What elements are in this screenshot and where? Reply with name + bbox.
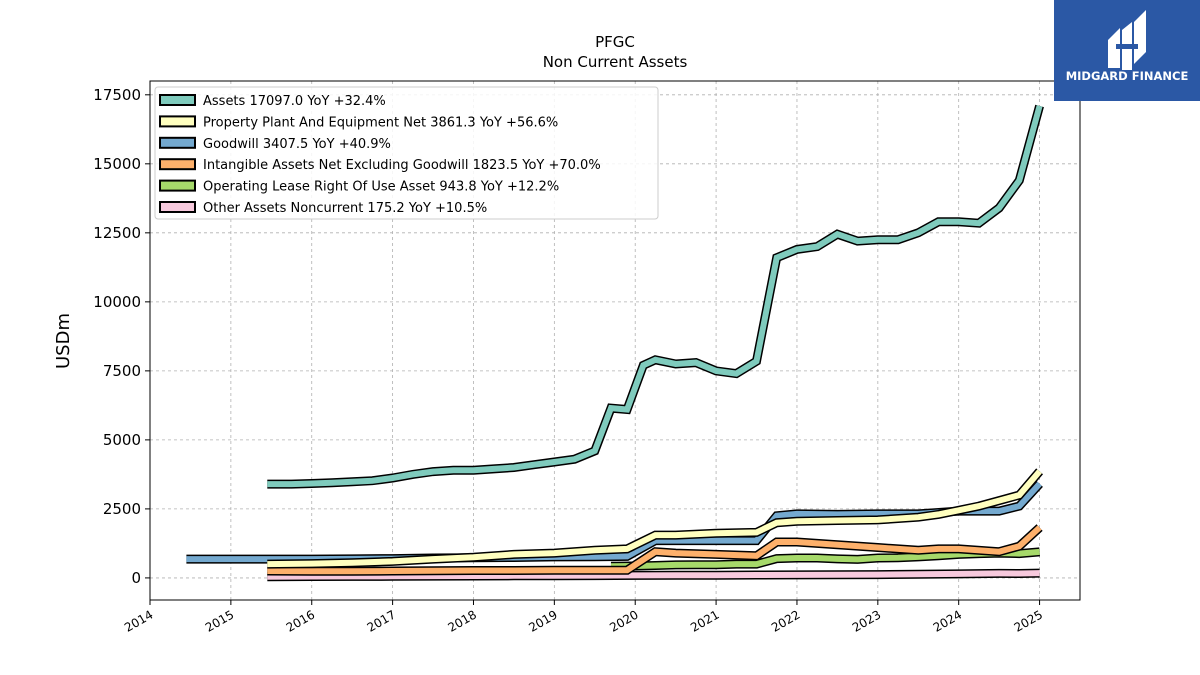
legend-label: Assets 17097.0 YoY +32.4% bbox=[203, 94, 386, 109]
series-line bbox=[267, 525, 1042, 575]
chart-title: PFGC bbox=[595, 33, 635, 51]
legend-swatch bbox=[159, 158, 196, 171]
logo-text: MIDGARD FINANCE bbox=[1066, 69, 1189, 83]
series-intangible-assets-net-excluding-goodwill bbox=[267, 524, 1043, 576]
legend-label: Property Plant And Equipment Net 3861.3 … bbox=[203, 115, 558, 130]
y-tick-label: 12500 bbox=[93, 224, 141, 242]
legend-label: Other Assets Noncurrent 175.2 YoY +10.5% bbox=[203, 201, 487, 216]
logo-mark-icon bbox=[1108, 10, 1146, 70]
legend-swatch bbox=[159, 179, 196, 192]
y-tick-label: 17500 bbox=[93, 86, 141, 104]
plot-frame bbox=[149, 80, 1081, 601]
legend-swatch bbox=[159, 115, 196, 128]
series-assets bbox=[267, 104, 1044, 489]
y-axis: 0 2500 5000 7500 10000 12500 15000 17500 bbox=[93, 86, 150, 587]
legend-box bbox=[154, 86, 659, 220]
legend-swatch bbox=[159, 201, 196, 213]
y-axis-label: USDm bbox=[53, 313, 74, 369]
y-tick-label: 2500 bbox=[103, 500, 141, 518]
series-line bbox=[267, 105, 1043, 488]
legend-label: Goodwill 3407.5 YoY +40.9% bbox=[203, 137, 391, 152]
legend-swatch bbox=[159, 94, 196, 106]
y-tick-label: 10000 bbox=[93, 293, 141, 311]
y-tick-label: 5000 bbox=[103, 431, 141, 449]
y-tick-label: 7500 bbox=[103, 362, 141, 380]
series-property-plant-and-equipment-net bbox=[267, 468, 1044, 569]
y-tick-label: 0 bbox=[131, 569, 141, 587]
legend-label: Operating Lease Right Of Use Asset 943.8… bbox=[203, 180, 559, 195]
logo: MIDGARD FINANCE bbox=[1054, 0, 1200, 101]
series-line bbox=[267, 469, 1042, 568]
legend-swatch bbox=[159, 136, 196, 149]
legend: Assets 17097.0 YoY +32.4% Property Plant … bbox=[154, 86, 659, 220]
series-other-assets-noncurrent bbox=[267, 568, 1040, 582]
y-tick-label: 15000 bbox=[93, 155, 141, 173]
chart-subtitle: Non Current Assets bbox=[543, 53, 688, 71]
series-layer bbox=[186, 104, 1044, 582]
legend-label: Intangible Assets Net Excluding Goodwill… bbox=[203, 158, 601, 173]
series-line bbox=[267, 570, 1040, 580]
